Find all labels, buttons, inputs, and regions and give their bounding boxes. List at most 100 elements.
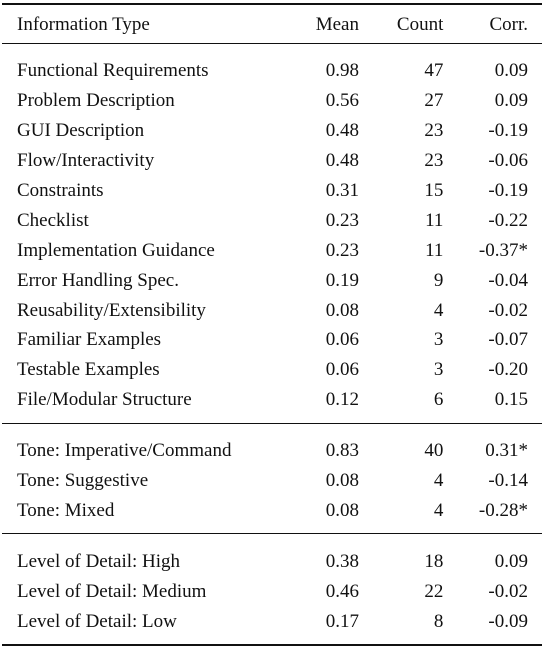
- cell-information-type: Tone: Imperative/Command: [17, 440, 232, 462]
- cell-count: 47: [424, 60, 444, 82]
- table-row: Familiar Examples 0.06 3 -0.07: [2, 325, 542, 355]
- cell-mean: 0.46: [325, 580, 359, 602]
- cell-information-type: Testable Examples: [17, 359, 160, 381]
- cell-information-type: Constraints: [17, 180, 104, 201]
- table-row: Implementation Guidance 0.23 11 -0.37*: [2, 235, 542, 265]
- cell-mean: 0.83: [325, 440, 359, 462]
- cell-corr: -0.02: [488, 299, 528, 321]
- cell-corr: -0.19: [488, 180, 528, 201]
- cell-information-type: Implementation Guidance: [17, 239, 215, 261]
- cell-corr: -0.19: [488, 120, 528, 142]
- cell-mean: 0.98: [325, 60, 359, 82]
- cell-mean: 0.31: [325, 180, 359, 201]
- table-row: File/Modular Structure 0.12 6 0.15: [2, 385, 542, 423]
- header-row: Information Type Mean Count Corr.: [2, 4, 542, 44]
- cell-mean: 0.08: [325, 470, 359, 492]
- table-group-3: Level of Detail: High 0.38 18 0.09 Level of …: [2, 534, 542, 646]
- cell-corr: 0.15: [494, 389, 528, 411]
- cell-mean: 0.23: [325, 209, 359, 231]
- table-row: Reusability/Extensibility 0.08 4 -0.02: [2, 295, 542, 325]
- information-type-table: Information Type Mean Count Corr. Functi…: [2, 3, 542, 646]
- cell-information-type: Checklist: [17, 209, 89, 231]
- cell-information-type: Tone: Mixed: [17, 499, 115, 521]
- cell-corr: -0.20: [488, 359, 528, 381]
- header-information-type: Information Type: [17, 13, 150, 35]
- cell-mean: 0.48: [325, 150, 359, 172]
- cell-mean: 0.08: [325, 499, 359, 521]
- cell-count: 11: [425, 209, 444, 231]
- cell-information-type: Tone: Suggestive: [17, 470, 149, 492]
- cell-corr: -0.07: [488, 329, 528, 351]
- cell-information-type: Reusability/Extensibility: [17, 299, 206, 321]
- cell-corr: 0.09: [494, 90, 528, 112]
- cell-mean: 0.06: [325, 359, 359, 381]
- cell-count: 15: [424, 180, 444, 201]
- cell-count: 18: [424, 550, 444, 572]
- cell-mean: 0.23: [325, 239, 359, 261]
- cell-mean: 0.19: [325, 269, 359, 291]
- table-row: Level of Detail: High 0.38 18 0.09: [2, 534, 542, 576]
- cell-corr: -0.06: [488, 150, 528, 172]
- table-row: Testable Examples 0.06 3 -0.20: [2, 355, 542, 385]
- cell-count: 9: [433, 269, 444, 291]
- cell-count: 40: [424, 440, 444, 462]
- cell-count: 11: [425, 239, 444, 261]
- cell-count: 4: [433, 499, 444, 521]
- table-row: Problem Description 0.56 27 0.09: [2, 86, 542, 116]
- cell-mean: 0.08: [325, 299, 359, 321]
- cell-count: 4: [433, 470, 444, 492]
- cell-corr: -0.37*: [478, 239, 528, 261]
- cell-mean: 0.38: [325, 550, 359, 572]
- cell-mean: 0.17: [325, 610, 359, 632]
- cell-information-type: Level of Detail: Medium: [17, 580, 207, 602]
- cell-information-type: Familiar Examples: [17, 329, 162, 351]
- cell-count: 23: [424, 120, 444, 142]
- cell-mean: 0.48: [325, 120, 359, 142]
- table-row: Error Handling Spec. 0.19 9 -0.04: [2, 265, 542, 295]
- cell-mean: 0.06: [325, 329, 359, 351]
- cell-information-type: Functional Requirements: [17, 60, 209, 82]
- table-row: Tone: Imperative/Command 0.83 40 0.31*: [2, 423, 542, 465]
- table-container: Information Type Mean Count Corr. Functi…: [2, 4, 542, 646]
- table-row: Flow/Interactivity 0.48 23 -0.06: [2, 146, 542, 176]
- cell-count: 3: [433, 329, 444, 351]
- table-row: Functional Requirements 0.98 47 0.09: [2, 44, 542, 86]
- table-row: Tone: Suggestive 0.08 4 -0.14: [2, 466, 542, 496]
- cell-corr: -0.14: [488, 470, 528, 492]
- cell-corr: -0.28*: [478, 499, 528, 521]
- cell-information-type: Level of Detail: High: [17, 550, 181, 572]
- cell-corr: 0.09: [494, 550, 528, 572]
- cell-count: 23: [424, 150, 444, 172]
- cell-corr: -0.02: [488, 580, 528, 602]
- cell-corr: -0.04: [488, 269, 528, 291]
- cell-corr: 0.31*: [485, 440, 528, 462]
- cell-corr: -0.22: [488, 209, 528, 231]
- cell-information-type: Flow/Interactivity: [17, 150, 155, 172]
- cell-count: 3: [433, 359, 444, 381]
- cell-information-type: Error Handling Spec.: [17, 269, 179, 291]
- table-row: GUI Description 0.48 23 -0.19: [2, 116, 542, 146]
- cell-count: 6: [433, 389, 444, 411]
- table-row: Level of Detail: Medium 0.46 22 -0.02: [2, 576, 542, 606]
- cell-count: 22: [424, 580, 444, 602]
- table-row: Level of Detail: Low 0.17 8 -0.09: [2, 606, 542, 645]
- table-group-2: Tone: Imperative/Command 0.83 40 0.31* Tone:…: [2, 423, 542, 534]
- table-row: Checklist 0.23 11 -0.22: [2, 205, 542, 235]
- table-row: Constraints 0.31 15 -0.19: [2, 176, 542, 206]
- cell-count: 8: [433, 610, 444, 632]
- cell-count: 4: [433, 299, 444, 321]
- cell-information-type: File/Modular Structure: [17, 389, 192, 411]
- header-corr: Corr.: [489, 13, 528, 35]
- cell-count: 27: [424, 90, 444, 112]
- cell-corr: 0.09: [494, 60, 528, 82]
- header-count: Count: [396, 13, 444, 35]
- cell-mean: 0.56: [325, 90, 359, 112]
- cell-information-type: Problem Description: [17, 90, 175, 112]
- cell-corr: -0.09: [488, 610, 528, 632]
- table-row: Tone: Mixed 0.08 4 -0.28*: [2, 495, 542, 533]
- cell-mean: 0.12: [325, 389, 359, 411]
- cell-information-type: GUI Description: [17, 120, 145, 142]
- header-mean: Mean: [315, 13, 359, 35]
- table-group-1: Functional Requirements 0.98 47 0.09 Problem…: [2, 44, 542, 424]
- table-header: Information Type Mean Count Corr.: [2, 4, 542, 44]
